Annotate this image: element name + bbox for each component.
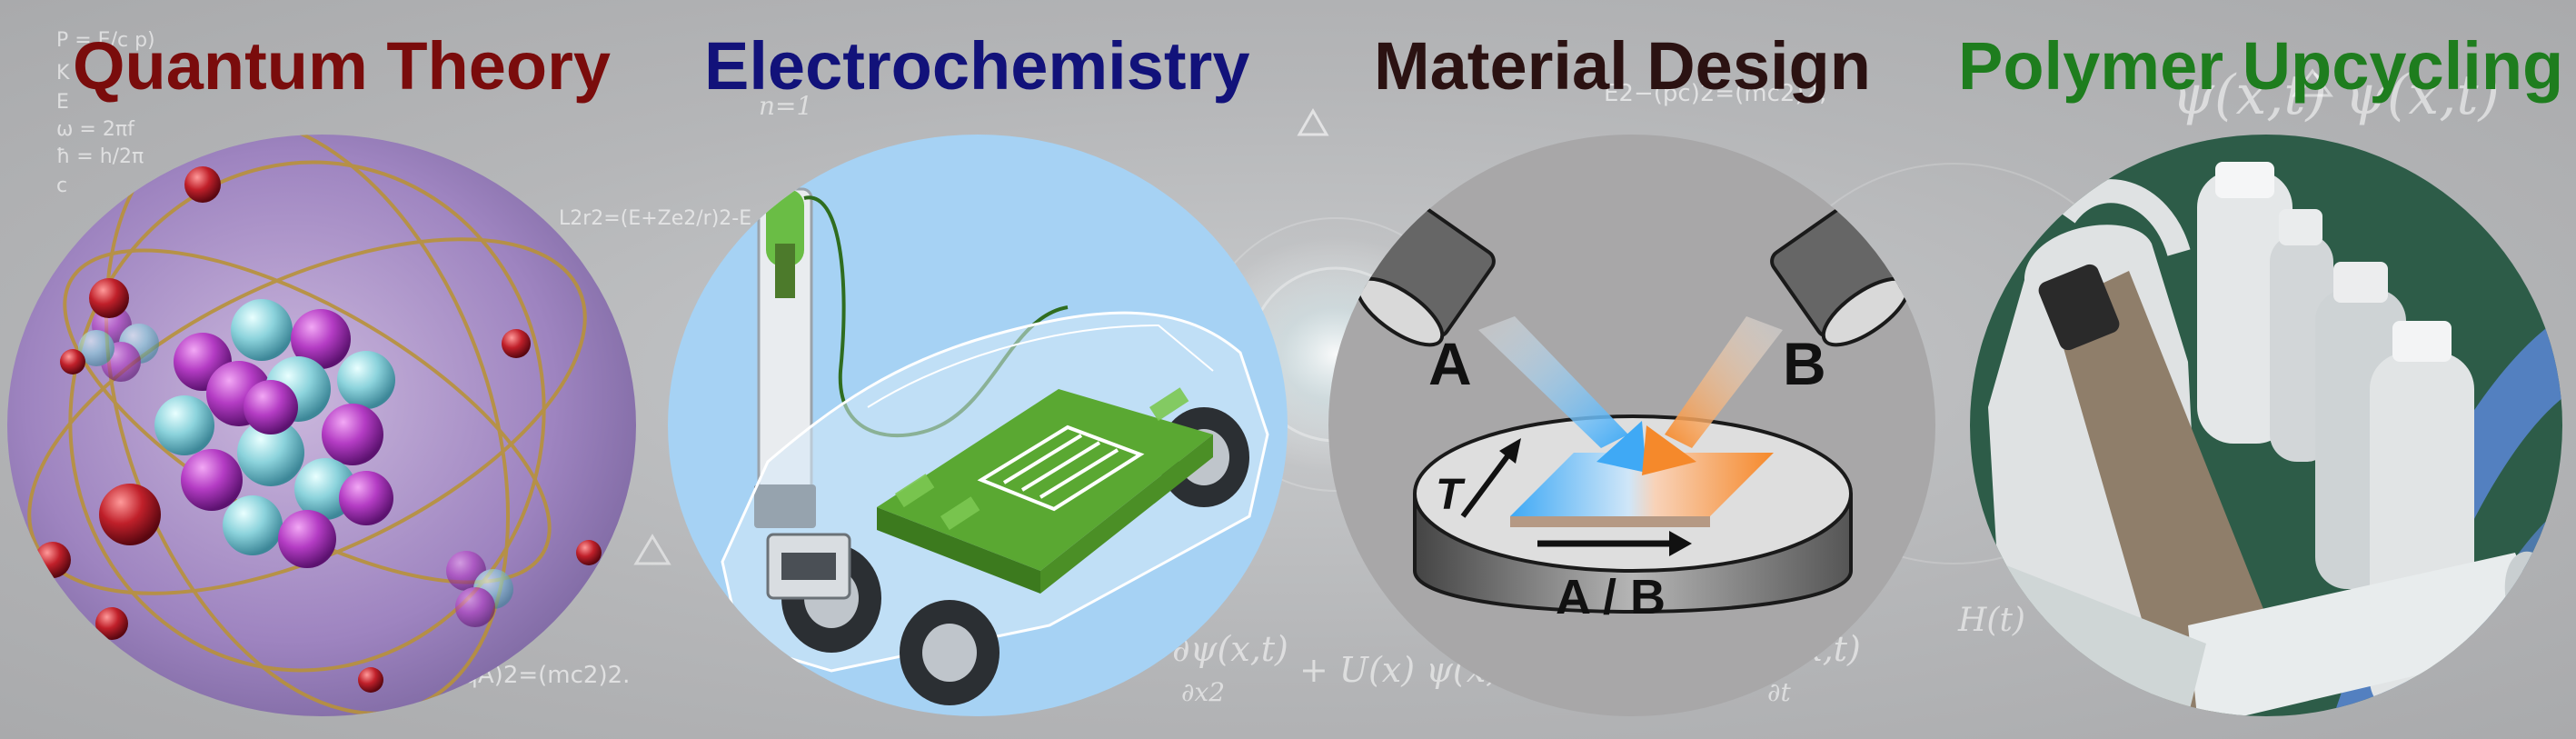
electric-car-illustration [668, 135, 1288, 716]
material-deposition-illustration: A B T A / B [1328, 135, 1935, 716]
quantum-atom-illustration [7, 135, 636, 716]
panel-title-electrochemistry: Electrochemistry [704, 28, 1250, 104]
bg-equation: K [56, 62, 70, 85]
temperature-label: T [1436, 471, 1466, 519]
source-a-label: A [1428, 330, 1472, 397]
bg-equation: P = E/c p) [56, 29, 155, 52]
panel-title-material-design: Material Design [1374, 28, 1871, 104]
bg-equation: n=1 [759, 91, 813, 121]
bg-equation: E [56, 91, 69, 114]
bg-equation: ψ(x,t) ψ(x,t) [2172, 64, 2500, 127]
bg-equation: E2−(pc)2=(mc2)2, [1604, 80, 1827, 107]
panel-title-quantum-theory: Quantum Theory [73, 28, 612, 104]
plastic-bottles-illustration [1970, 135, 2562, 716]
panel-title-polymer-upcycling: Polymer Upcycling [1958, 28, 2564, 104]
composition-label: A / B [1556, 570, 1666, 624]
source-b-label: B [1783, 330, 1826, 397]
